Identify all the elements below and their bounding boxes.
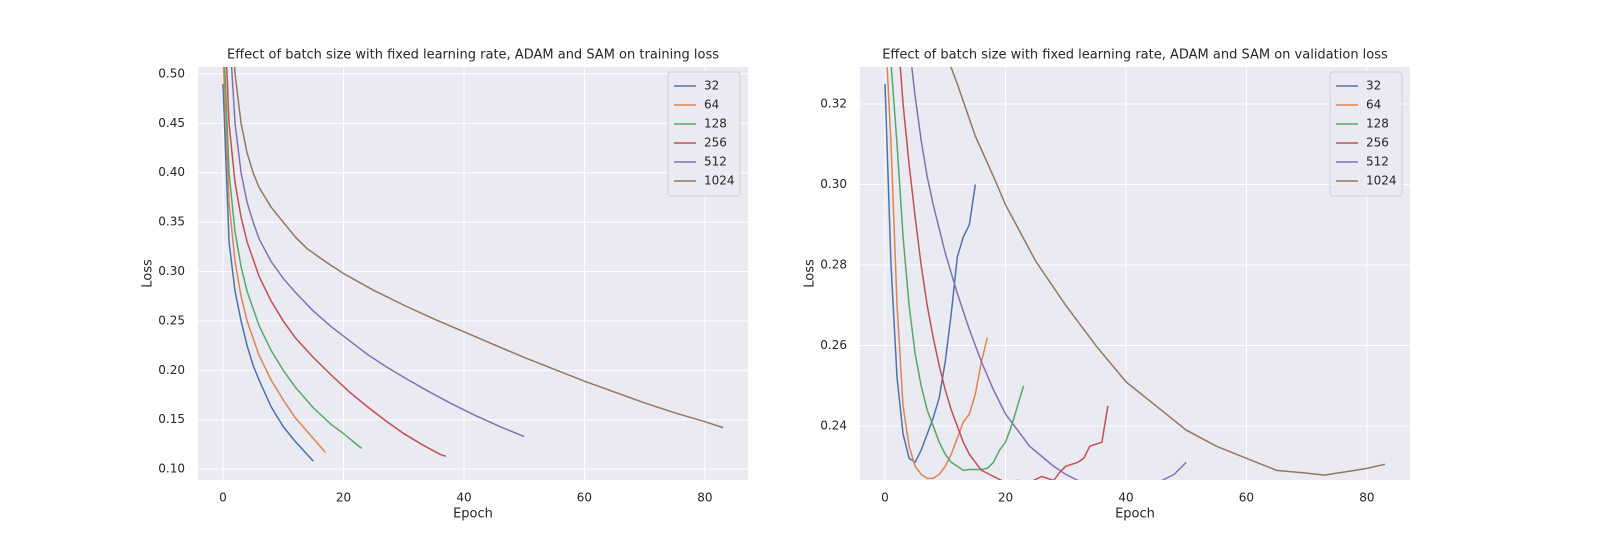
chart-title: Effect of batch size with fixed learning… — [227, 48, 719, 63]
series-line — [950, 67, 1386, 476]
y-tick-label: 0.15 — [158, 412, 185, 426]
x-tick-label: 60 — [1239, 491, 1254, 505]
legend-label: 256 — [704, 136, 727, 150]
series-line — [222, 83, 314, 462]
legend: 32 64 128 256 512 1024 — [667, 71, 741, 197]
y-tick-label: 0.32 — [820, 97, 847, 111]
lines — [884, 67, 1386, 480]
x-tick-label: 0 — [881, 491, 889, 505]
x-tick-label: 80 — [697, 491, 712, 505]
plot-area — [198, 67, 748, 480]
y-tick-label: 0.10 — [158, 462, 185, 476]
series-line — [886, 67, 989, 480]
legend-label: 64 — [1366, 98, 1381, 112]
series-line — [230, 67, 525, 438]
y-axis-label: Loss — [803, 259, 818, 288]
x-tick-label: 60 — [577, 491, 592, 505]
legend-label: 64 — [704, 98, 719, 112]
series-line — [890, 67, 1025, 472]
lines — [222, 67, 724, 462]
legend-label: 1024 — [1366, 174, 1397, 188]
x-tick-label: 20 — [998, 491, 1013, 505]
y-tick-label: 0.45 — [158, 116, 185, 130]
y-tick-label: 0.30 — [820, 177, 847, 191]
legend-label: 512 — [1366, 155, 1389, 169]
y-tick-label: 0.28 — [820, 258, 847, 272]
axes: 0 20 40 60 80 0.10 0.15 0.20 0.25 0.30 0.35 0.40 0.4… — [141, 48, 748, 522]
chart-title: Effect of batch size with fixed learning… — [882, 48, 1388, 63]
series-line — [233, 67, 724, 429]
legend: 32 64 128 256 512 1024 — [1329, 71, 1403, 197]
y-tick-label: 0.20 — [158, 363, 185, 377]
legend-label: 256 — [1366, 136, 1389, 150]
legend-label: 32 — [704, 79, 719, 93]
legend-label: 128 — [704, 117, 727, 131]
x-tick-label: 80 — [1359, 491, 1374, 505]
series-line — [899, 67, 1109, 480]
y-axis-label: Loss — [141, 259, 156, 288]
x-axis-label: Epoch — [1115, 507, 1155, 522]
y-tick-label: 0.50 — [158, 66, 185, 80]
series-line — [223, 67, 363, 449]
y-tick-label: 0.40 — [158, 165, 185, 179]
legend-box — [1329, 71, 1403, 197]
y-tick-label: 0.26 — [820, 338, 847, 352]
legend-label: 1024 — [704, 174, 735, 188]
y-tick-label: 0.24 — [820, 419, 847, 433]
series-line — [222, 67, 326, 453]
x-tick-label: 0 — [219, 491, 227, 505]
legend-box — [667, 71, 741, 197]
series-line — [911, 67, 1187, 480]
legend-label: 128 — [1366, 117, 1389, 131]
axes: 0 20 40 60 80 0.24 0.26 0.28 0.30 0.32 Effect of b… — [803, 48, 1410, 522]
x-tick-label: 40 — [456, 491, 471, 505]
x-axis-label: Epoch — [453, 507, 493, 522]
plot-area — [860, 67, 1410, 480]
series-line — [225, 67, 447, 458]
x-tick-label: 40 — [1118, 491, 1133, 505]
x-tick-label: 20 — [336, 491, 351, 505]
series-line — [884, 83, 977, 464]
legend-label: 512 — [704, 155, 727, 169]
y-tick-label: 0.35 — [158, 215, 185, 229]
legend-label: 32 — [1366, 79, 1381, 93]
y-tick-label: 0.30 — [158, 264, 185, 278]
y-tick-label: 0.25 — [158, 313, 185, 327]
